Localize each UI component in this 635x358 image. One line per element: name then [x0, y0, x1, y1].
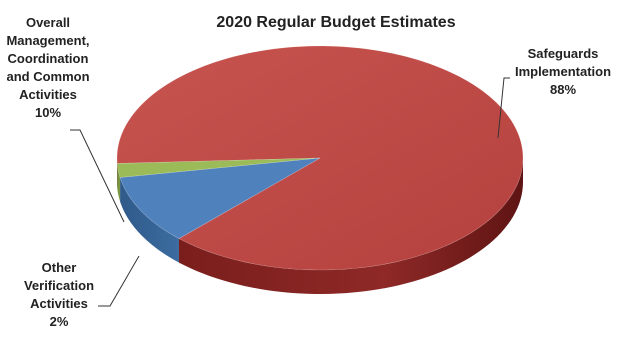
pie-slice-side — [117, 163, 121, 202]
leader-line — [497, 77, 510, 139]
chart-title: 2020 Regular Budget Estimates — [216, 14, 455, 31]
pie-slice-side — [120, 177, 179, 263]
leader-line — [70, 129, 125, 223]
leader-lines — [70, 77, 510, 307]
leader-line — [98, 255, 140, 307]
pie-slice-safeguards — [116, 45, 524, 271]
pie-tops — [116, 45, 524, 271]
pie-slice-side — [178, 158, 524, 294]
slice-label-overall-management: Overall Management, Coordination and Common… — [6, 15, 89, 120]
pie-slice-overall-management — [119, 157, 321, 239]
slice-label-safeguards: Safeguards Implementation 88% — [515, 46, 611, 97]
pie-sides — [117, 158, 524, 294]
pie-slice-other-verification — [116, 157, 321, 178]
slice-label-other-verification: Other Verification Activities 2% — [24, 260, 94, 329]
